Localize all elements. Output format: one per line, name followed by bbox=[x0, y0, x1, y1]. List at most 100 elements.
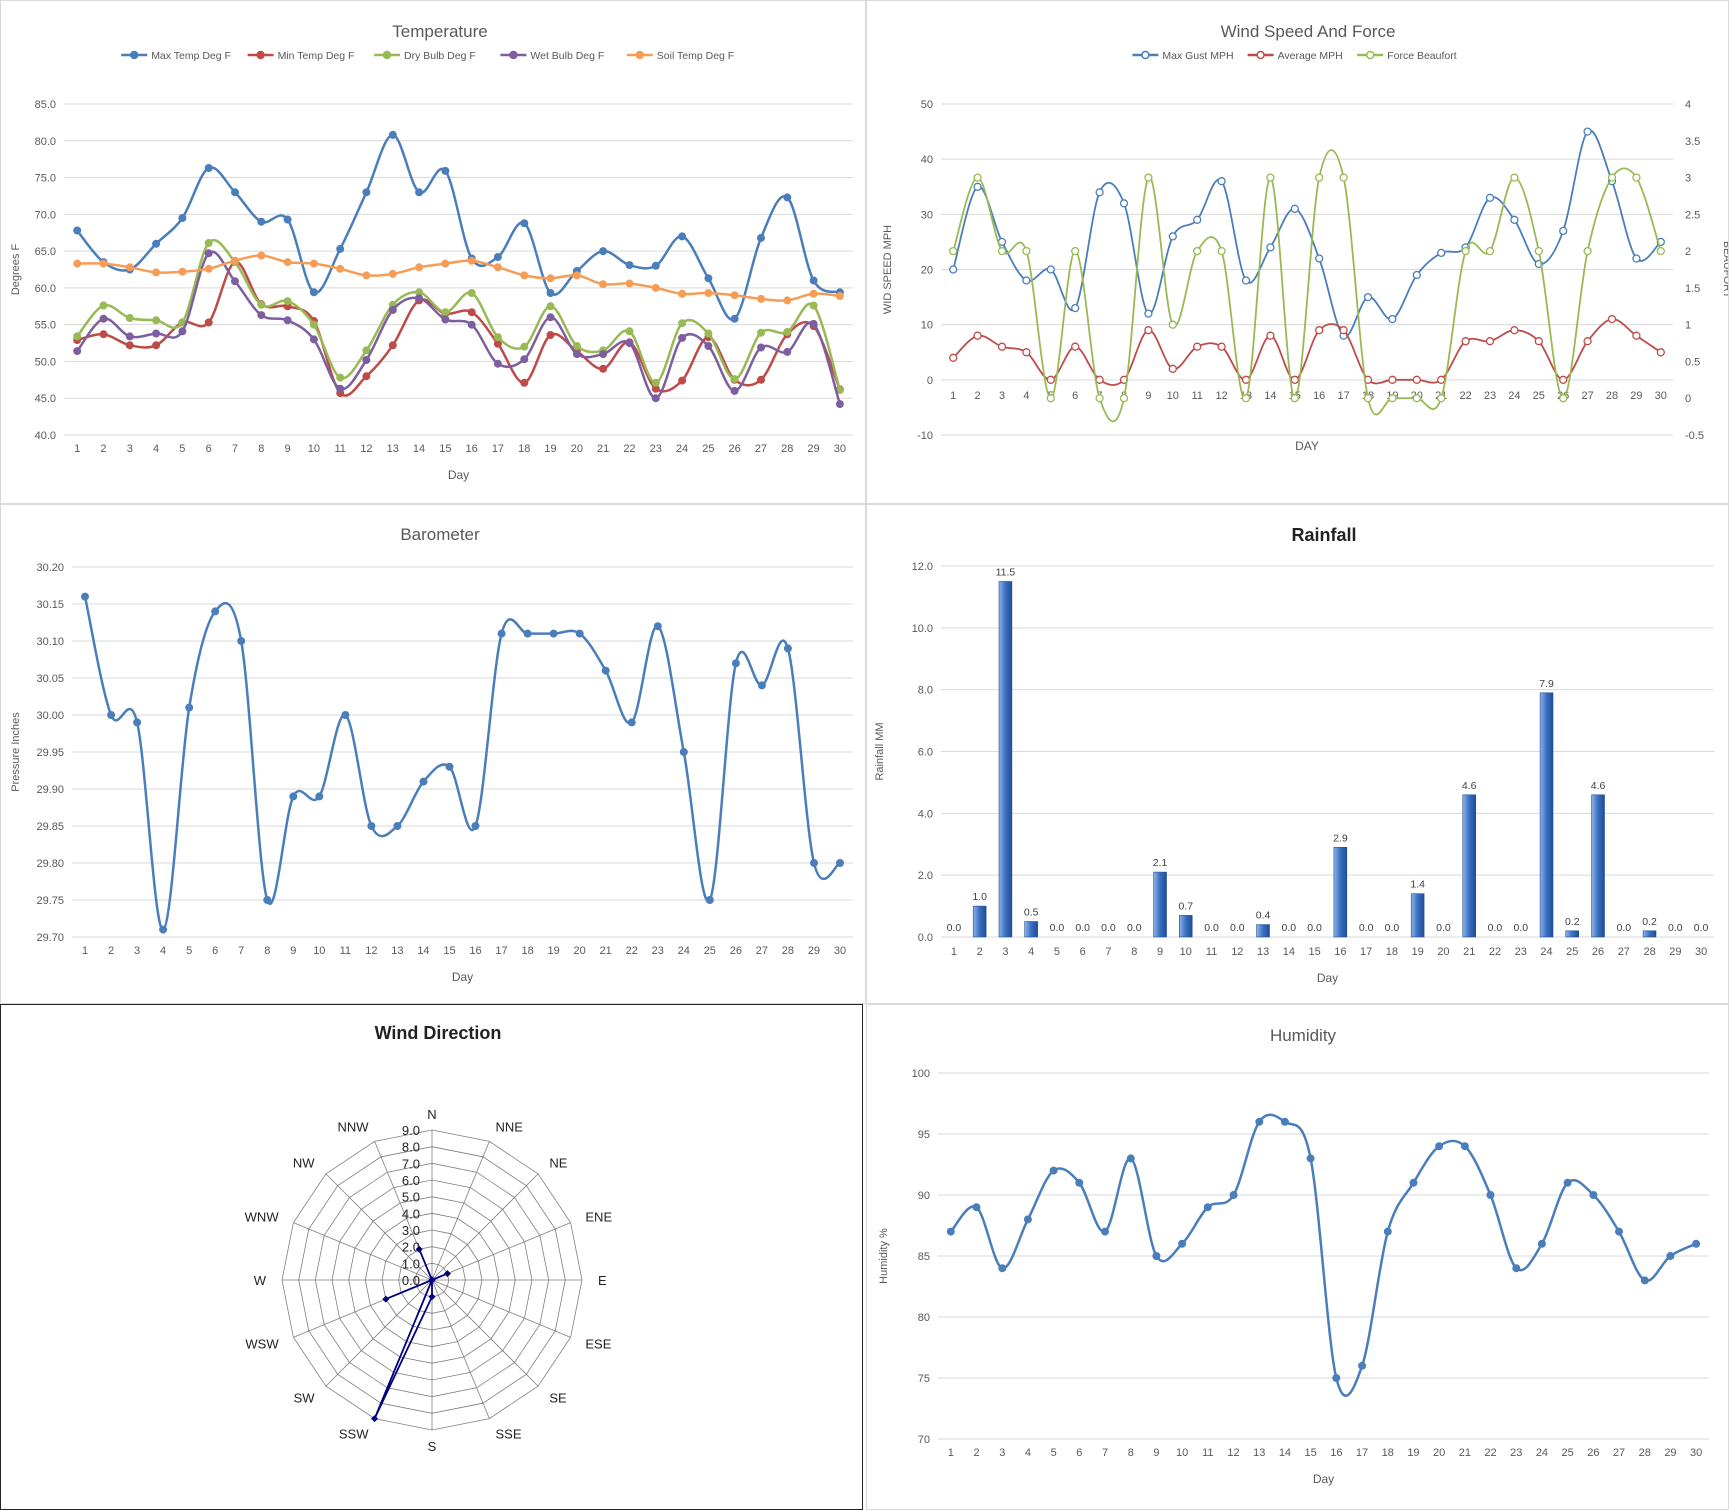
data-point bbox=[336, 244, 345, 253]
data-label: 0.0 bbox=[1127, 922, 1142, 934]
data-point bbox=[1255, 1117, 1264, 1126]
data-point bbox=[1412, 375, 1421, 384]
y-tick-label: 6.0 bbox=[918, 747, 933, 759]
bar bbox=[1410, 893, 1425, 938]
data-point bbox=[1022, 246, 1031, 256]
data-point bbox=[125, 314, 134, 322]
y-axis-label: Pressure Inches bbox=[10, 712, 22, 792]
chart-title: Rainfall bbox=[1291, 525, 1356, 545]
x-tick-label: 4 bbox=[1028, 946, 1034, 958]
chart-title: Wind Speed And Force bbox=[1221, 22, 1396, 41]
y-axis-label: WID SPEED MPH bbox=[882, 225, 894, 314]
x-tick-label: 16 bbox=[1313, 390, 1325, 402]
data-point bbox=[1193, 215, 1202, 224]
data-point bbox=[1412, 270, 1421, 280]
direction-label: NNW bbox=[337, 1120, 369, 1135]
y-tick-label: 12.0 bbox=[912, 561, 933, 573]
x-tick-label: 24 bbox=[1508, 390, 1520, 402]
y-tick-label: 70 bbox=[918, 1434, 930, 1446]
x-tick-label: 23 bbox=[1510, 1447, 1522, 1459]
data-label: 4.6 bbox=[1462, 780, 1477, 792]
data-point bbox=[1193, 342, 1202, 351]
data-point bbox=[1046, 394, 1055, 403]
data-point bbox=[367, 822, 376, 830]
direction-label: WSW bbox=[245, 1337, 279, 1352]
x-tick-label: 2 bbox=[973, 1447, 979, 1459]
x-tick-label: 21 bbox=[1463, 946, 1475, 958]
data-point bbox=[809, 276, 818, 285]
data-point bbox=[809, 289, 818, 298]
x-tick-label: 5 bbox=[1054, 946, 1060, 958]
data-point bbox=[152, 329, 161, 338]
direction-label: S bbox=[428, 1439, 437, 1454]
data-point bbox=[493, 253, 502, 261]
data-point bbox=[1510, 173, 1519, 182]
data-point bbox=[388, 341, 397, 350]
data-label: 0.0 bbox=[1617, 922, 1632, 934]
chart-title: Wind Direction bbox=[375, 1023, 502, 1043]
data-point bbox=[1607, 314, 1617, 324]
data-label: 7.9 bbox=[1539, 678, 1554, 690]
radar-spoke bbox=[431, 1173, 539, 1281]
data-point bbox=[1583, 337, 1592, 346]
data-point bbox=[1315, 254, 1324, 263]
data-point bbox=[1632, 173, 1641, 182]
bar bbox=[1462, 794, 1476, 938]
data-point bbox=[783, 347, 792, 356]
radial-tick-label: 1.0 bbox=[402, 1256, 420, 1271]
y-tick-label: 70.0 bbox=[35, 209, 56, 221]
data-point bbox=[1168, 232, 1177, 241]
data-point bbox=[152, 341, 161, 350]
data-point bbox=[997, 246, 1007, 256]
data-point bbox=[520, 378, 529, 387]
y-tick-label: 10 bbox=[921, 320, 933, 332]
data-point bbox=[1315, 173, 1324, 182]
x-tick-label: 1 bbox=[951, 946, 957, 958]
data-point bbox=[1022, 348, 1031, 357]
data-point bbox=[336, 373, 345, 382]
data-point bbox=[520, 271, 529, 280]
data-point bbox=[493, 359, 502, 368]
data-point bbox=[946, 1227, 955, 1236]
data-point bbox=[152, 316, 161, 325]
x-tick-label: 8 bbox=[264, 945, 270, 957]
data-point bbox=[99, 330, 108, 339]
data-point bbox=[1534, 337, 1543, 346]
x-tick-label: 18 bbox=[1382, 1447, 1394, 1459]
data-point bbox=[1460, 1142, 1469, 1151]
y-tick-label: 0.0 bbox=[918, 932, 933, 944]
data-point bbox=[651, 394, 660, 403]
x-tick-label: 3 bbox=[134, 945, 140, 957]
data-point bbox=[599, 364, 608, 373]
data-point bbox=[520, 355, 529, 364]
data-point bbox=[809, 319, 818, 328]
direction-label: WNW bbox=[245, 1210, 280, 1225]
chart-title: Barometer bbox=[400, 525, 480, 544]
x-tick-label: 25 bbox=[1533, 390, 1545, 402]
y2-tick-label: 0.5 bbox=[1685, 356, 1700, 368]
data-point bbox=[973, 331, 982, 340]
x-tick-label: 17 bbox=[1337, 390, 1349, 402]
data-point bbox=[204, 249, 213, 258]
wind-speed-chart: Wind Speed And Force Max Gust MPH Average … bbox=[882, 22, 1728, 453]
x-tick-label: 1 bbox=[950, 390, 956, 402]
x-axis-label: Day bbox=[1317, 971, 1338, 985]
data-label: 0.0 bbox=[1204, 922, 1219, 934]
data-point bbox=[445, 762, 454, 771]
x-tick-label: 28 bbox=[1643, 946, 1655, 958]
x-tick-label: 19 bbox=[1407, 1447, 1419, 1459]
x-tick-label: 22 bbox=[623, 443, 635, 455]
x-tick-label: 6 bbox=[1076, 1447, 1082, 1459]
x-tick-label: 18 bbox=[521, 945, 533, 957]
rainfall-chart-panel: Rainfall 0.0 2.0 4.0 6.0 8.0 10.0 12.0 1 2 3 4 5 6 7 8 9… bbox=[866, 504, 1729, 1004]
x-tick-label: 27 bbox=[1613, 1447, 1625, 1459]
x-tick-label: 2 bbox=[977, 946, 983, 958]
data-label: 0.0 bbox=[1488, 922, 1503, 934]
y-tick-label: 30.10 bbox=[36, 636, 64, 648]
data-point bbox=[1023, 1215, 1032, 1224]
data-point bbox=[678, 232, 687, 241]
data-point bbox=[362, 271, 371, 280]
data-point bbox=[1486, 1191, 1495, 1199]
x-tick-label: 25 bbox=[702, 443, 714, 455]
